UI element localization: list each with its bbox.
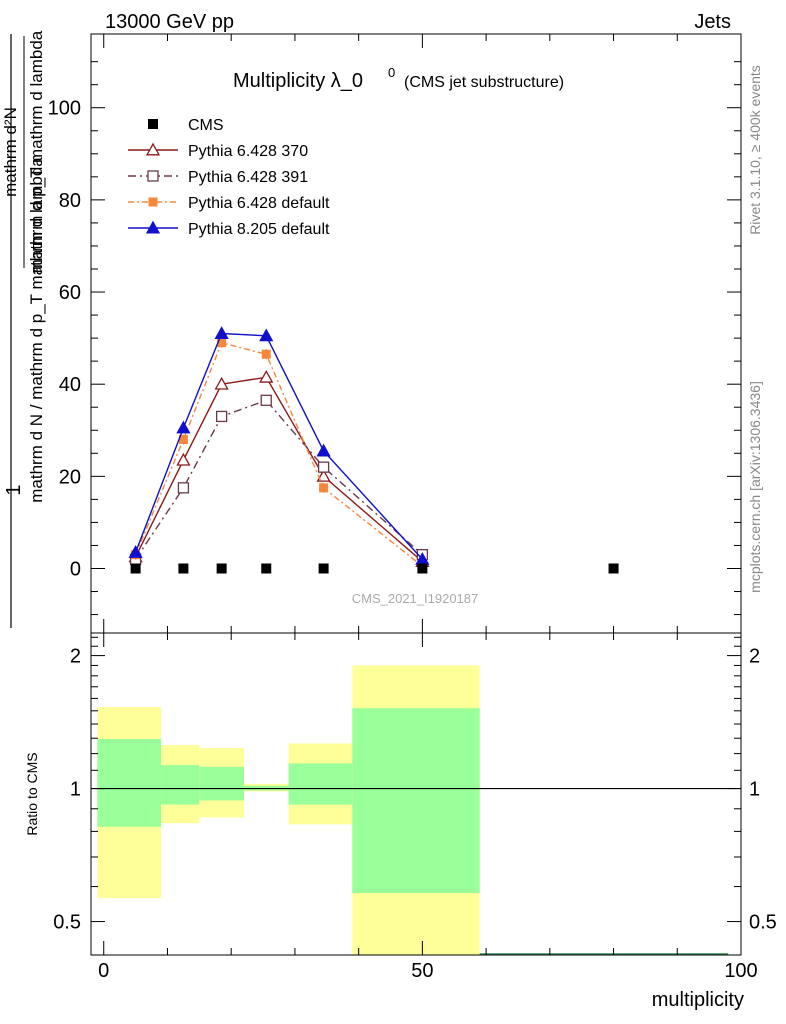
y-tick-label: 20 (59, 466, 81, 488)
legend-marker-p6def (148, 197, 158, 207)
title-sub: (CMS jet substructure) (404, 74, 564, 91)
point-p370 (214, 376, 229, 390)
ratio-frame (90, 632, 742, 956)
ratio-ylabel: Ratio to CMS (24, 752, 40, 835)
point-cms (318, 563, 329, 574)
point-cms (216, 563, 227, 574)
point-p370 (259, 369, 274, 383)
point-p8def (316, 443, 331, 457)
ratio-band-inner (161, 765, 200, 805)
ratio-y-tick-label-right: 2 (749, 646, 760, 668)
point-p391 (215, 410, 228, 423)
point-cms (608, 563, 619, 574)
title-main: Multiplicity λ_0 (233, 70, 363, 92)
title-sup: 0 (388, 65, 395, 80)
legend-marker-p8def (145, 220, 161, 234)
point-p6def (261, 349, 271, 359)
y-tick-label: 80 (59, 190, 81, 212)
y-tick-label: 60 (59, 282, 81, 304)
point-p370 (176, 452, 191, 466)
y-tick-label: 40 (59, 374, 81, 396)
legend-label-p8def: Pythia 8.205 default (188, 221, 330, 238)
point-cms (417, 563, 428, 574)
series-line-p391 (135, 399, 423, 560)
xlabel: multiplicity (652, 989, 744, 1011)
header-right: Jets (694, 11, 731, 33)
series-line-p6def (134, 341, 423, 567)
point-cms (130, 563, 141, 574)
ratio-y-tick-label-right: 0.5 (749, 912, 777, 934)
legend: CMS Pythia 6.428 370 Pythia 6.428 391 Pythi… (128, 117, 330, 238)
chart-title: Multiplicity λ_0 0 (CMS jet substructure… (233, 65, 564, 92)
point-p8def (176, 420, 191, 434)
series-line-p8def (134, 332, 423, 560)
main-ylabel: 1 mathrm d N / mathrm d p_T mathrm d lam… (1, 30, 46, 628)
ratio-band-inner (199, 766, 244, 801)
series-line-p370 (134, 376, 423, 563)
ratio-panel: 0.5 0.5 1 1 2 2 0 50 100 Ratio to CMS multiplici… (24, 632, 777, 1011)
ylabel-den: mathrm d p_T mathrm d lambda (27, 30, 46, 273)
legend-label-p391: Pythia 6.428 391 (188, 169, 308, 186)
legend-marker-p370 (145, 142, 161, 156)
y-tick-label: 100 (48, 98, 81, 120)
point-p8def (259, 328, 274, 342)
rivet-label: Rivet 3.1.10, ≥ 400k events (747, 65, 763, 235)
legend-marker-cms (148, 119, 158, 129)
main-panel: 0 20 40 60 80 100 CMS_2021_I1920187 Multiplic… (48, 33, 742, 634)
header-left: 13000 GeV pp (105, 11, 234, 33)
legend-marker-p391 (147, 170, 159, 182)
x-tick-label: 100 (724, 960, 757, 982)
point-p391 (260, 394, 272, 406)
ratio-band-inner (97, 738, 162, 827)
ylabel-one: 1 (3, 484, 25, 495)
y-tick-label: 0 (70, 558, 81, 580)
x-tick-label: 0 (98, 960, 109, 982)
point-p391 (177, 482, 190, 494)
ratio-y-tick-label: 1 (70, 779, 81, 801)
ratio-y-tick-label: 2 (70, 646, 81, 668)
legend-label-p6def: Pythia 6.428 default (188, 195, 330, 212)
ylabel-num: mathrm d²N (1, 107, 20, 197)
watermark: CMS_2021_I1920187 (352, 591, 479, 606)
ratio-y-tick-label: 0.5 (53, 912, 81, 934)
point-cms (178, 563, 189, 574)
ratio-band-inner (352, 708, 480, 894)
mcplots-label: mcplots.cern.ch [arXiv:1306.3436] (747, 381, 763, 593)
point-p391 (317, 461, 330, 473)
point-p370 (316, 469, 331, 482)
x-tick-label: 50 (411, 960, 433, 982)
legend-label-cms: CMS (188, 117, 224, 134)
ylabel-den2: mathrm d N / mathrm d p_T mathrm d lambd… (27, 157, 46, 503)
legend-label-p370: Pythia 6.428 370 (188, 143, 308, 160)
point-p8def (214, 326, 229, 339)
point-p6def (319, 483, 329, 493)
ratio-y-tick-label-right: 1 (749, 779, 760, 801)
ratio-band-inner (288, 763, 353, 805)
point-p8def (128, 545, 143, 558)
point-cms (261, 563, 272, 574)
